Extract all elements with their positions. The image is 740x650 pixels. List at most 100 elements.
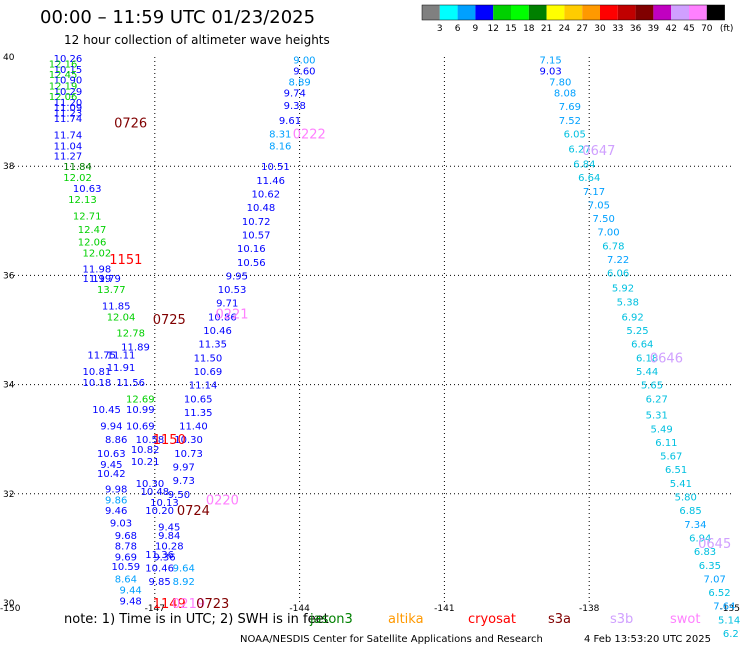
- wave-height-value: 5.25: [626, 326, 648, 337]
- pass-time-label: 1151: [109, 253, 142, 268]
- wave-height-value: 12.47: [78, 225, 107, 236]
- lat-tick-label: 30: [3, 599, 15, 609]
- wave-height-value: 10.56: [237, 258, 266, 269]
- pass-time-label: 0647: [582, 144, 615, 159]
- scale-label: 6: [455, 24, 461, 34]
- wave-height-value: 11.40: [179, 422, 208, 433]
- wave-height-value: 10.45: [92, 405, 121, 416]
- wave-height-value: 9.61: [279, 116, 301, 127]
- wave-height-value: 6.83: [694, 547, 716, 558]
- scale-border: [421, 4, 725, 21]
- footer-credit: NOAA/NESDIS Center for Satellite Applica…: [240, 634, 543, 645]
- wave-height-value: 5.80: [675, 493, 697, 504]
- pass-time-label: 0221: [215, 308, 248, 323]
- wave-height-value: 6.51: [665, 465, 687, 476]
- scale-label: 24: [559, 24, 571, 34]
- wave-height-value: 7.22: [607, 255, 629, 266]
- scale-swatch: [475, 5, 494, 20]
- wave-height-value: 11.75: [87, 351, 116, 362]
- scale-label: 42: [665, 24, 676, 34]
- wave-height-value: 12.02: [83, 248, 112, 259]
- wave-height-value: 10.51: [261, 162, 290, 173]
- wave-height-value: 9.38: [284, 101, 306, 112]
- scale-label: 33: [612, 24, 623, 34]
- wave-height-value: 8.31: [269, 129, 291, 140]
- wave-height-value: 10.57: [242, 230, 271, 241]
- scale-swatch: [617, 5, 636, 20]
- pass-time-label: 1150: [153, 433, 186, 448]
- wave-height-value: 11.23: [54, 109, 83, 120]
- wave-height-value: 12.02: [63, 173, 92, 184]
- lat-tick-label: 40: [3, 53, 15, 63]
- wave-height-value: 13.77: [97, 285, 126, 296]
- wave-height-value: 9.68: [115, 531, 137, 542]
- wave-height-value: 11.50: [194, 353, 223, 364]
- wave-height-value: 9.98: [105, 484, 127, 495]
- lon-tick-label: -138: [579, 604, 600, 614]
- wave-height-value: 9.03: [110, 519, 132, 530]
- wave-height-value: 6.27: [568, 145, 590, 156]
- wave-height-value: 6.92: [622, 312, 644, 323]
- wave-height-value: 8.64: [115, 574, 137, 585]
- wave-height-value: 6.94: [689, 533, 711, 544]
- wave-height-value: 8.89: [288, 78, 310, 89]
- wave-height-value: 11.35: [198, 340, 227, 351]
- wave-height-value: 9.86: [105, 495, 127, 506]
- wave-height-value: 6.52: [708, 588, 730, 599]
- wave-height-value: 7.05: [588, 200, 610, 211]
- wave-height-value: 10.48: [247, 203, 276, 214]
- wave-height-value: 10.65: [184, 394, 213, 405]
- scale-swatch: [493, 5, 511, 20]
- wave-height-value: 8.78: [115, 542, 137, 553]
- wave-height-value: 10.46: [145, 564, 174, 575]
- wave-height-value: 10.73: [174, 449, 203, 460]
- wave-height-value: 11.36: [145, 550, 174, 561]
- wave-height-value: 6.05: [564, 129, 586, 140]
- scale-swatch: [439, 5, 458, 20]
- wave-height-value: 11.98: [83, 264, 112, 275]
- wave-height-value: 11.27: [54, 151, 83, 162]
- wave-height-value: 7.50: [593, 214, 615, 225]
- legend-mission: swot: [670, 612, 701, 627]
- lon-tick-label: -147: [145, 604, 165, 614]
- wave-height-value: 10.13: [150, 498, 179, 509]
- wave-height-value: 9.64: [173, 564, 195, 575]
- wave-height-value: 6.35: [699, 561, 721, 572]
- wave-height-value: 10.82: [131, 445, 160, 456]
- wave-height-value: 8.08: [554, 88, 576, 99]
- wave-height-value: 10.72: [242, 217, 271, 228]
- pass-time-label: 0220: [206, 493, 239, 508]
- wave-height-value: 9.36: [153, 553, 175, 564]
- scale-label: 9: [473, 24, 479, 34]
- wave-height-value: 10.15: [54, 65, 83, 76]
- legend-mission: s3b: [610, 612, 634, 627]
- wave-height-value: 9.85: [148, 577, 170, 588]
- wave-height-value: 10.59: [112, 562, 141, 573]
- wave-height-value: 12.69: [126, 394, 155, 405]
- wave-height-value: 7.69: [559, 102, 581, 113]
- wave-height-value: 10.42: [97, 469, 126, 480]
- wave-height-value: 6.64: [578, 173, 600, 184]
- wave-height-value: 8.16: [269, 141, 291, 152]
- wave-height-value: 9.60: [293, 67, 315, 78]
- wave-height-value: 11.20: [54, 98, 83, 109]
- scale-label: 12: [487, 24, 498, 34]
- wave-height-value: 9.95: [226, 271, 248, 282]
- wave-height-value: 12.13: [68, 195, 97, 206]
- legend-mission: altika: [388, 612, 424, 627]
- wave-height-value: 9.44: [120, 585, 142, 596]
- wave-height-value: 8.86: [105, 435, 127, 446]
- wave-height-value: 7.00: [597, 228, 619, 239]
- wave-height-value: 11.14: [189, 381, 218, 392]
- wave-height-value: 11.85: [102, 301, 131, 312]
- wave-height-value: 5.92: [612, 283, 634, 294]
- scale-label: 39: [648, 24, 660, 34]
- lat-tick-label: 38: [3, 162, 15, 172]
- wave-height-value: 9.69: [115, 553, 137, 564]
- wave-height-value: 10.99: [126, 405, 155, 416]
- scale-label: 30: [594, 24, 606, 34]
- wave-height-value: 10.16: [237, 244, 266, 255]
- wave-height-value: 11.11: [107, 351, 136, 362]
- scale-swatch: [706, 5, 725, 20]
